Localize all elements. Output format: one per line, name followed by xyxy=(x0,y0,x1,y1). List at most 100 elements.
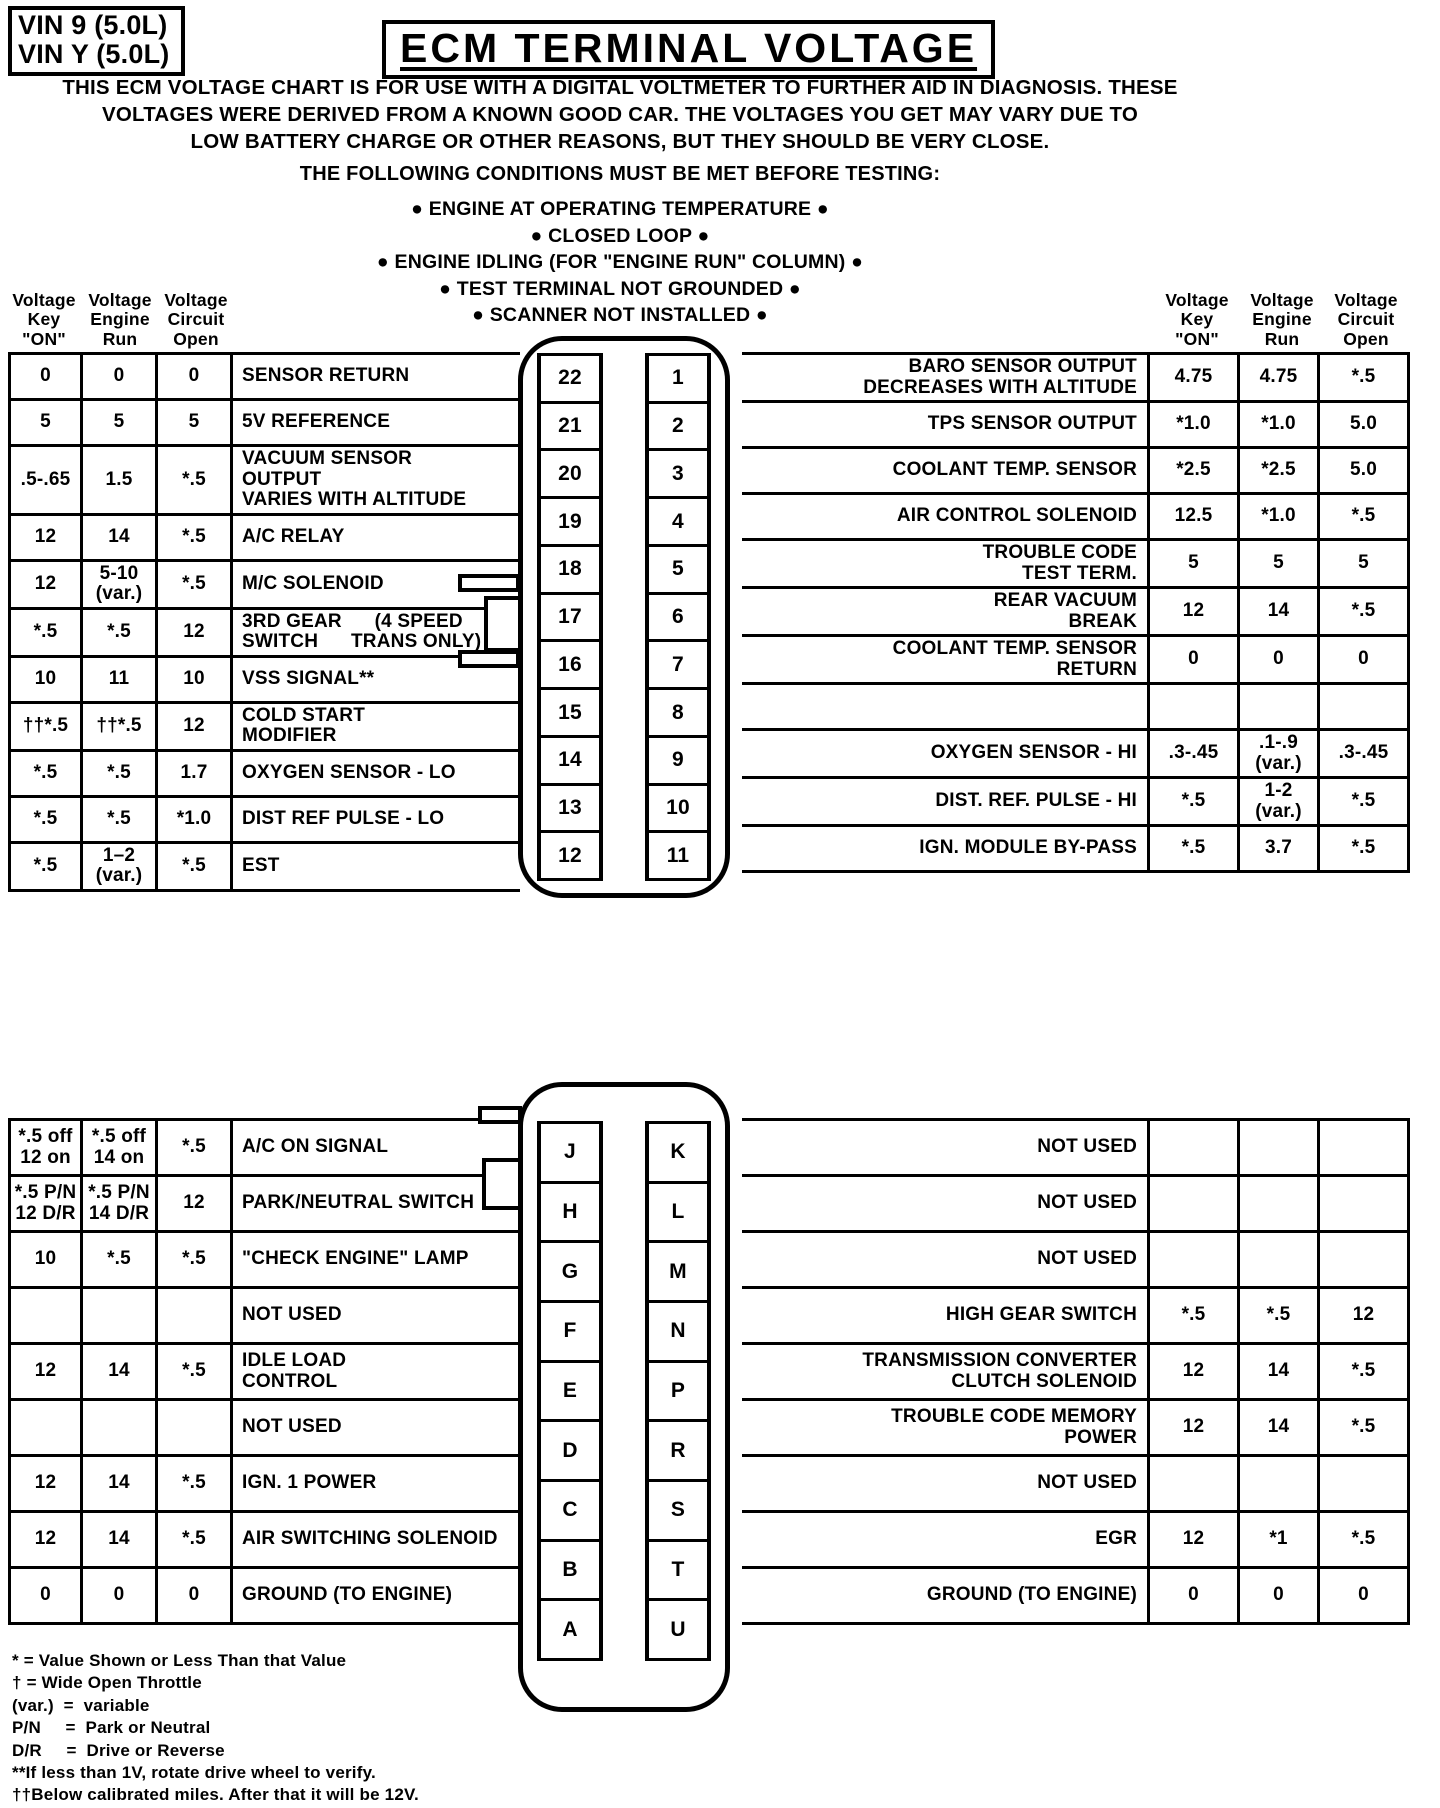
table-row: 12 14 *.5 A/C RELAY xyxy=(8,512,520,562)
cell-engine-run: *1.0 xyxy=(1237,400,1320,450)
footnote-line: † = Wide Open Throttle xyxy=(12,1673,202,1693)
table-row: ††*.5 ††*.5 12 COLD START MODIFIER xyxy=(8,700,520,752)
table-row: NOT USED xyxy=(742,1174,1410,1233)
cell-key-on: *.5 xyxy=(8,606,83,658)
intro-line: THIS ECM VOLTAGE CHART IS FOR USE WITH A… xyxy=(62,76,1178,99)
cell-circuit-open: 12 xyxy=(155,606,233,658)
intro-paragraph: THIS ECM VOLTAGE CHART IS FOR USE WITH A… xyxy=(4,74,1236,155)
connector-pin-T: T xyxy=(649,1538,707,1602)
connector-pin-A: A xyxy=(541,1598,599,1662)
cell-circuit-open: *.5 xyxy=(1317,492,1410,542)
intro-line: VOLTAGES WERE DERIVED FROM A KNOWN GOOD … xyxy=(102,103,1138,127)
cell-engine-run: 0 xyxy=(1237,1566,1320,1625)
cell-key-on: 10 xyxy=(8,654,83,704)
vin-line-1: VIN 9 (5.0L) xyxy=(18,10,168,40)
table-row: TROUBLE CODE TEST TERM. 5 5 5 xyxy=(742,538,1410,590)
table-row: 0 0 0 SENSOR RETURN xyxy=(8,352,520,401)
cell-circuit-open: 12 xyxy=(155,700,233,752)
connector-pin-18: 18 xyxy=(541,543,599,595)
cell-desc: AIR SWITCHING SOLENOID xyxy=(230,1510,520,1569)
cell-desc xyxy=(742,682,1150,732)
connector-pin-S: S xyxy=(649,1479,707,1542)
table-row: GROUND (TO ENGINE) 0 0 0 xyxy=(742,1566,1410,1625)
cell-engine-run: 4.75 xyxy=(1237,352,1320,404)
page-title: ECM TERMINAL VOLTAGE xyxy=(382,20,996,79)
cell-circuit-open: *.5 xyxy=(1317,586,1410,638)
cell-circuit-open xyxy=(1317,1454,1410,1513)
cell-engine-run: *.5 xyxy=(80,1230,158,1289)
cell-engine-run: *1 xyxy=(1237,1510,1320,1569)
cell-key-on: 12 xyxy=(1147,1510,1240,1569)
connector-pin-12: 12 xyxy=(541,830,599,882)
connector-pin-H: H xyxy=(541,1180,599,1244)
cell-engine-run: *.5 off 14 on xyxy=(80,1118,158,1177)
cell-desc: REAR VACUUM BREAK xyxy=(742,586,1150,638)
table-row: 12 5-10 (var.) *.5 M/C SOLENOID xyxy=(8,558,520,610)
cell-engine-run: 1–2 (var.) xyxy=(80,840,158,892)
connector-pin-P: P xyxy=(649,1359,707,1423)
intro-line: LOW BATTERY CHARGE OR OTHER REASONS, BUT… xyxy=(190,130,1050,154)
table-row: *.5 1–2 (var.) *.5 EST xyxy=(8,840,520,892)
table-row: *.5 P/N 12 D/R *.5 P/N 14 D/R 12 PARK/NEUTR… xyxy=(8,1174,520,1233)
cell-desc: TRANSMISSION CONVERTER CLUTCH SOLENOID xyxy=(742,1342,1150,1401)
table-row: 12 14 *.5 IDLE LOAD CONTROL xyxy=(8,1342,520,1401)
cell-key-on xyxy=(1147,682,1240,732)
column-header: Voltage Key "ON" xyxy=(1165,290,1229,349)
cell-key-on: .3-.45 xyxy=(1147,728,1240,780)
connector-top-right-pin-column: 1 2 3 4 5 6 7 8 9 10 11 xyxy=(645,353,711,882)
table-row: 5 5 5 5V REFERENCE xyxy=(8,398,520,447)
footnote-line: (var.) = variable xyxy=(12,1695,150,1715)
cell-engine-run xyxy=(1237,682,1320,732)
page-title-text: ECM TERMINAL VOLTAGE xyxy=(400,25,978,71)
cell-circuit-open xyxy=(155,1286,233,1345)
cell-engine-run: ††*.5 xyxy=(80,700,158,752)
connector-pin-3: 3 xyxy=(649,448,707,500)
cell-circuit-open: 1.7 xyxy=(155,748,233,798)
table-row: 12 14 *.5 IGN. 1 POWER xyxy=(8,1454,520,1513)
cell-circuit-open: 10 xyxy=(155,654,233,704)
condition-item: ● TEST TERMINAL NOT GROUNDED ● xyxy=(439,277,801,300)
cell-engine-run: *.5 xyxy=(80,606,158,658)
connector-pin-1: 1 xyxy=(649,353,707,404)
cell-desc: OXYGEN SENSOR - HI xyxy=(742,728,1150,780)
cell-engine-run xyxy=(1237,1118,1320,1177)
table-row: *.5 *.5 *1.0 DIST REF PULSE - LO xyxy=(8,794,520,844)
column-header: Voltage Circuit Open xyxy=(1334,290,1398,349)
connector-pin-N: N xyxy=(649,1300,707,1363)
footnote-line: D/R = Drive or Reverse xyxy=(12,1740,225,1760)
table-row: .5-.65 1.5 *.5 VACUUM SENSOR OUTPUT VARIES … xyxy=(8,444,520,516)
cell-desc: COOLANT TEMP. SENSOR xyxy=(742,446,1150,496)
connector-pin-22: 22 xyxy=(541,353,599,404)
footnotes: * = Value Shown or Less Than that Value †… xyxy=(12,1650,419,1807)
connector-pin-9: 9 xyxy=(649,734,707,786)
table-row: *.5 *.5 1.7 OXYGEN SENSOR - LO xyxy=(8,748,520,798)
cell-desc: PARK/NEUTRAL SWITCH xyxy=(230,1174,520,1233)
cell-key-on: *.5 xyxy=(8,840,83,892)
footnote-line: ††Below calibrated miles. After that it … xyxy=(12,1785,419,1805)
cell-circuit-open: *.5 xyxy=(1317,1342,1410,1401)
cell-desc: 5V REFERENCE xyxy=(230,398,520,447)
cell-engine-run: 14 xyxy=(80,1342,158,1401)
cell-desc: GROUND (TO ENGINE) xyxy=(742,1566,1150,1625)
cell-desc: BARO SENSOR OUTPUT DECREASES WITH ALTITU… xyxy=(742,352,1150,404)
table-row: NOT USED xyxy=(742,1230,1410,1289)
footnote-line: P/N = Park or Neutral xyxy=(12,1718,211,1738)
connector-key-tab xyxy=(482,1158,518,1210)
connector-key-tab xyxy=(484,596,518,652)
cell-desc: NOT USED xyxy=(230,1286,520,1345)
cell-circuit-open: 5 xyxy=(155,398,233,447)
cell-engine-run: 14 xyxy=(1237,1398,1320,1457)
footnote-line: **If less than 1V, rotate drive wheel to… xyxy=(12,1763,376,1783)
cell-desc: DIST REF PULSE - LO xyxy=(230,794,520,844)
table-row: OXYGEN SENSOR - HI .3-.45.1-.9 (var.) .3-.… xyxy=(742,728,1410,780)
condition-item: ● SCANNER NOT INSTALLED ● xyxy=(472,304,768,326)
conditions-list: ● ENGINE AT OPERATING TEMPERATURE ● ● CLO… xyxy=(0,198,1240,331)
table-row: NOT USED xyxy=(742,1454,1410,1513)
connector-pin-B: B xyxy=(541,1538,599,1602)
connector-pin-16: 16 xyxy=(541,639,599,691)
connector-pin-11: 11 xyxy=(649,830,707,882)
connector-pin-4: 4 xyxy=(649,496,707,547)
cell-circuit-open: 0 xyxy=(1317,634,1410,686)
cell-circuit-open: *.5 xyxy=(155,558,233,610)
